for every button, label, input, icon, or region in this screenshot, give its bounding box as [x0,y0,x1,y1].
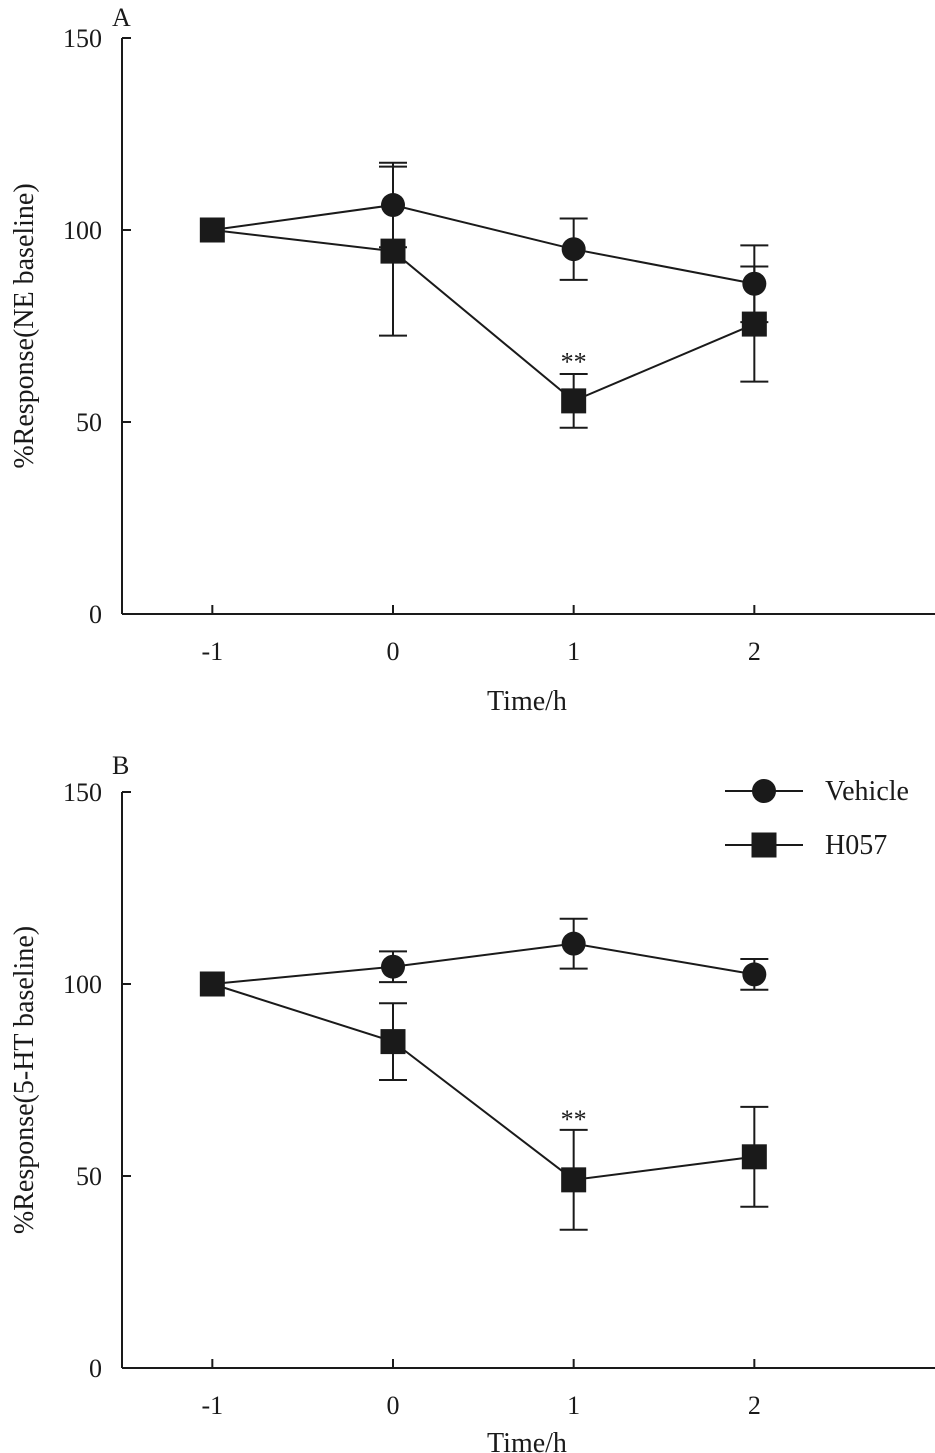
data-point-square [561,388,587,414]
series-h057 [199,165,769,429]
legend-label: H057 [825,830,887,861]
legend-item-h057: H057 [725,830,887,861]
y-tick-label: 150 [63,778,102,807]
legend: Vehicle H057 [725,776,909,861]
panel-b: B 0 50 100 150 -1 0 1 2 Time/h %Response(5-HT base… [9,751,935,1453]
x-tick-label: 0 [387,637,400,666]
data-point-square [561,1167,587,1193]
legend-marker-circle [752,779,776,803]
x-tick-label: 2 [748,1391,761,1420]
y-axis-title: %Response(NE baseline) [9,183,40,468]
y-tick-label: 100 [63,970,102,999]
x-tick-label: 1 [567,637,580,666]
y-tick-label: 50 [76,408,102,437]
x-axis-title: Time/h [487,1428,567,1453]
y-tick-label: 150 [63,24,102,53]
series-line [212,229,755,403]
x-tick-label: -1 [201,1391,223,1420]
data-point-square [199,971,225,997]
series-vehicle [200,161,769,324]
x-axis-title: Time/h [487,686,567,717]
data-point-square [199,217,225,243]
y-axis-title: %Response(5-HT baseline) [9,926,40,1234]
x-tick-label: 0 [387,1391,400,1420]
x-tick-label: -1 [201,637,223,666]
y-tick-label: 100 [63,216,102,245]
panel-a: A 0 50 100 150 -1 0 1 2 Time/h %Response(NE baseli… [9,3,935,717]
y-tick-label: 50 [76,1162,102,1191]
series-line [212,983,755,1181]
data-point-circle [381,954,405,979]
significance-label: ** [561,347,587,376]
legend-marker-square [751,832,777,858]
panel-label: A [112,3,131,32]
data-point-square [380,1029,406,1055]
series-line [212,942,755,985]
y-tick-label: 0 [89,1354,102,1383]
series-vehicle [200,917,769,996]
data-point-circle [742,962,767,987]
data-point-square [741,311,767,337]
y-tick-label: 0 [89,600,102,629]
legend-label: Vehicle [825,776,909,807]
series-line [212,204,755,285]
legend-item-vehicle: Vehicle [725,776,909,807]
significance-label: ** [561,1105,587,1134]
x-tick-label: 1 [567,1391,580,1420]
data-point-circle [561,931,586,956]
series-h057 [199,971,769,1231]
data-point-square [741,1144,767,1170]
x-tick-label: 2 [748,637,761,666]
data-point-square [380,238,406,264]
data-point-circle [561,237,586,262]
panel-label: B [112,751,129,780]
